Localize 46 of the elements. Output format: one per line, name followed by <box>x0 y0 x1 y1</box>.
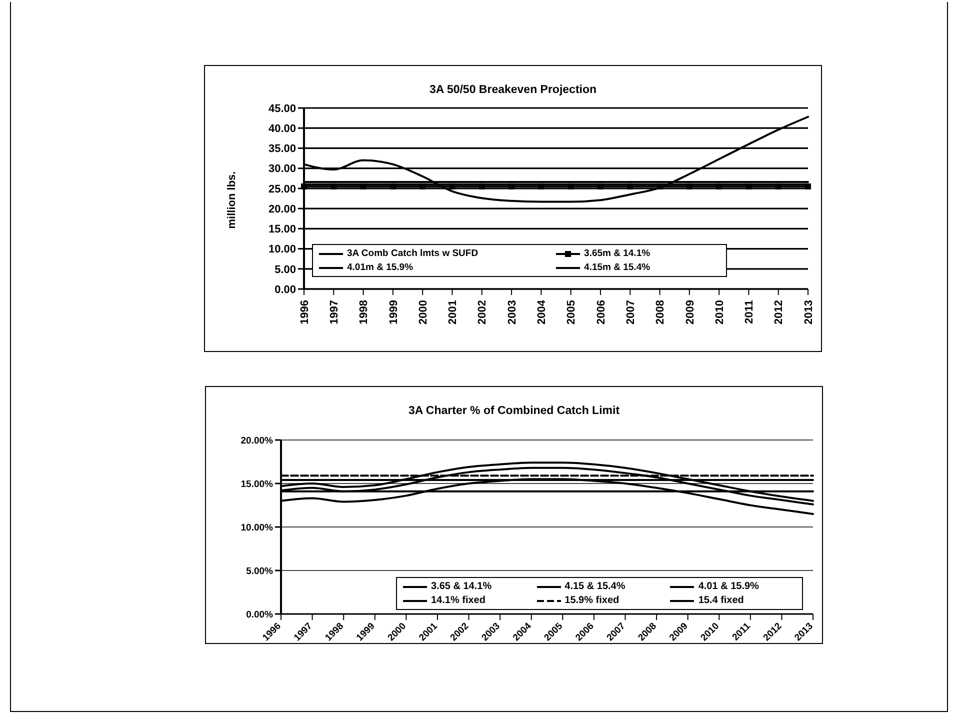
x-tick-label: 2007 <box>624 300 636 324</box>
legend-label: 4.01m & 15.9% <box>347 262 414 273</box>
y-tick-label: 20.00 <box>268 202 296 215</box>
y-axis-title: million lbs. <box>226 170 238 228</box>
y-tick-label: 30.00 <box>268 162 296 175</box>
legend-label: 15.9% fixed <box>564 595 620 606</box>
y-tick-label: 15.00% <box>240 478 274 490</box>
legend-label: 3.65m & 14.1% <box>584 248 650 259</box>
x-tick-label: 2000 <box>416 300 429 324</box>
x-tick-label: 2006 <box>594 300 607 324</box>
y-tick-label: 15.00 <box>268 223 296 236</box>
y-tick-label: 40.00 <box>268 122 296 135</box>
y-tick-label: 25.00 <box>268 182 296 195</box>
legend-label: 4.15 & 15.4% <box>564 581 626 592</box>
legend-label: 14.1% fixed <box>431 595 486 606</box>
x-tick-label: 2002 <box>476 300 488 324</box>
x-tick-label: 2001 <box>446 300 459 324</box>
y-tick-label: 0.00 <box>274 283 296 296</box>
legend-label: 3A Comb Catch lmts w SUFD <box>347 248 478 259</box>
chart-title: 3A 50/50 Breakeven Projection <box>428 84 598 96</box>
y-tick-label: 20.00% <box>240 434 274 446</box>
x-tick-label: 1999 <box>387 300 400 324</box>
y-tick-label: 0.00% <box>246 608 274 620</box>
x-tick-label: 1998 <box>358 300 370 324</box>
x-tick-label: 2010 <box>713 300 726 324</box>
x-tick-label: 1997 <box>328 300 340 324</box>
y-tick-label: 35.00 <box>268 142 296 155</box>
legend-label: 15.4 fixed <box>698 595 744 606</box>
legend-label: 4.15m & 15.4% <box>584 262 650 273</box>
y-tick-label: 45.00 <box>268 102 296 114</box>
y-tick-label: 5.00% <box>246 565 274 576</box>
x-tick-label: 2004 <box>536 298 548 324</box>
x-tick-label: 2008 <box>654 300 666 324</box>
x-tick-label: 1996 <box>298 300 310 324</box>
x-tick-label: 2012 <box>772 300 785 324</box>
y-tick-label: 10.00 <box>268 243 296 256</box>
x-tick-label: 2009 <box>684 300 696 324</box>
x-tick-label: 2003 <box>506 300 518 324</box>
y-tick-label: 10.00% <box>240 522 274 533</box>
legend-label: 4.01 & 15.9% <box>698 581 759 592</box>
x-tick-label: 2011 <box>743 300 756 324</box>
x-tick-label: 2005 <box>565 300 578 324</box>
legend-label: 3.65 & 14.1% <box>431 581 492 592</box>
x-tick-label: 2013 <box>802 300 814 324</box>
chart-title: 3A Charter % of Combined Catch Limit <box>407 405 621 417</box>
y-tick-label: 5.00 <box>274 263 296 276</box>
